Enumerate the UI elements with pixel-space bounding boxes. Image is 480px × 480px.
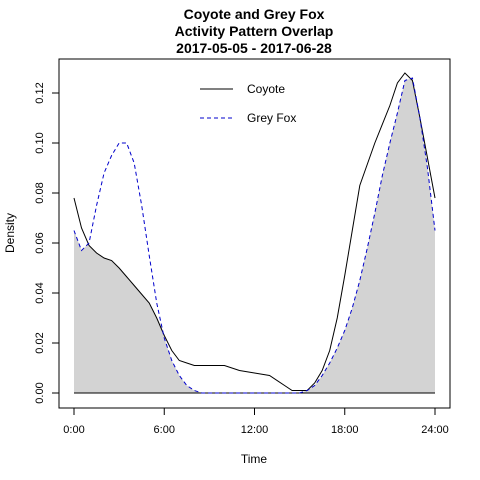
legend-label-grey-fox: Grey Fox bbox=[247, 111, 296, 125]
x-tick-label: 18:00 bbox=[331, 424, 359, 436]
y-tick-label: 0.02 bbox=[34, 332, 46, 353]
x-tick-label: 24:00 bbox=[421, 424, 449, 436]
chart-title-line-2: Activity Pattern Overlap bbox=[175, 23, 334, 39]
x-tick-label: 12:00 bbox=[241, 424, 269, 436]
legend: Coyote Grey Fox bbox=[200, 82, 296, 125]
y-tick-label: 0.12 bbox=[34, 82, 46, 103]
y-tick-label: 0.06 bbox=[34, 232, 46, 253]
y-tick-label: 0.10 bbox=[34, 132, 46, 153]
legend-label-coyote: Coyote bbox=[247, 82, 285, 96]
overlap-area bbox=[74, 79, 435, 393]
x-axis: 0:00 6:00 12:00 18:00 24:00 bbox=[63, 407, 449, 436]
series-line-grey-fox bbox=[73, 77, 436, 394]
y-tick-label: 0.04 bbox=[34, 282, 46, 303]
chart-title-line-3: 2017-05-05 - 2017-06-28 bbox=[176, 40, 332, 56]
x-tick-label: 0:00 bbox=[63, 424, 84, 436]
y-axis: 0.00 0.02 0.04 0.06 0.08 0.10 0.12 bbox=[34, 82, 60, 404]
series-line-coyote bbox=[73, 72, 436, 391]
x-tick-label: 6:00 bbox=[154, 424, 175, 436]
y-tick-label: 0.00 bbox=[34, 382, 46, 403]
x-axis-label: Time bbox=[241, 452, 268, 466]
y-axis-label: Density bbox=[3, 213, 17, 253]
y-tick-label: 0.08 bbox=[34, 182, 46, 203]
chart-title-line-1: Coyote and Grey Fox bbox=[184, 6, 325, 22]
